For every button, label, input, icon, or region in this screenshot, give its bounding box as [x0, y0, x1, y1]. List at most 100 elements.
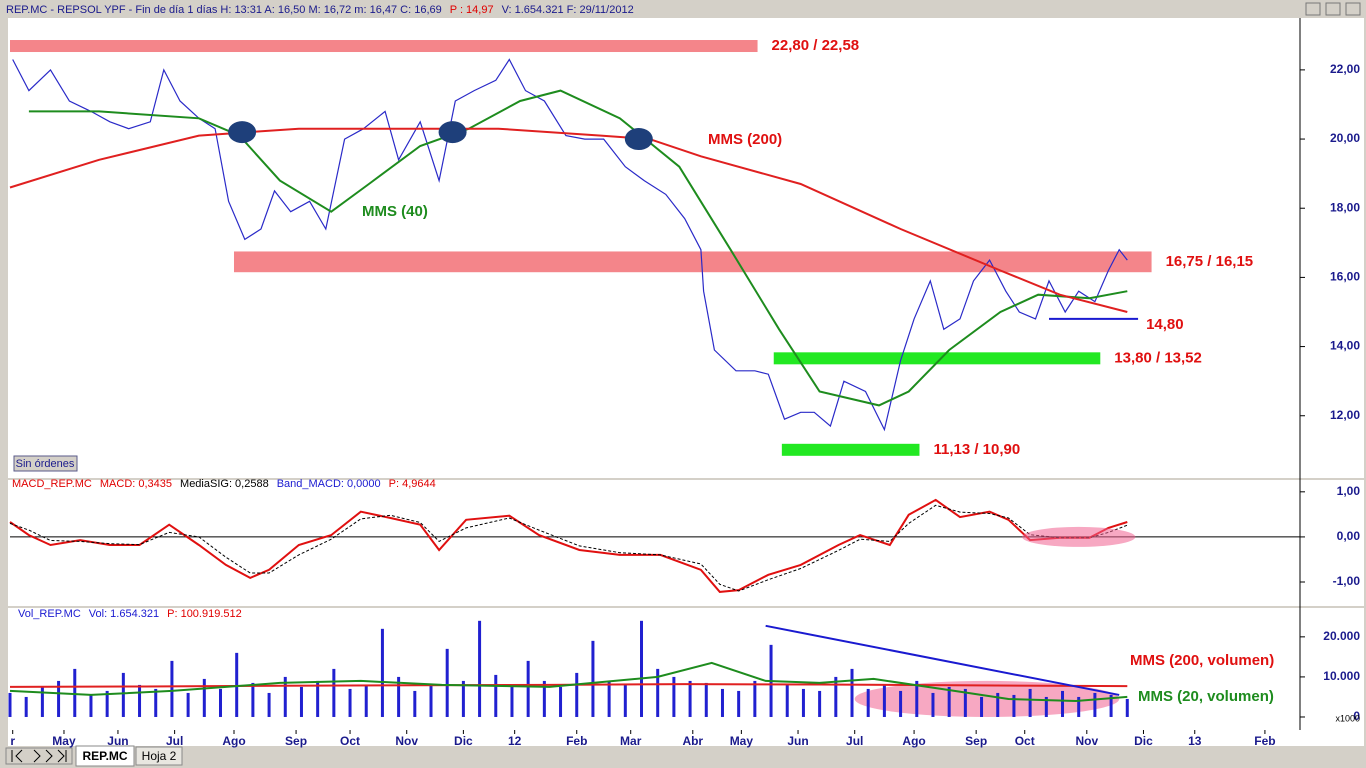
- x-tick-label: Ago: [222, 734, 245, 748]
- series-line: [9, 504, 1128, 592]
- macd-header: MACD_REP.MC MACD: 0,3435 MediaSIG: 0,258…: [12, 478, 436, 490]
- series-label: MMS (20, volumen): [1138, 688, 1274, 705]
- volume-bar: [834, 676, 838, 717]
- y-tick-label: 0: [1353, 709, 1360, 723]
- x-tick-label: 12: [508, 734, 522, 748]
- volume-bar: [656, 668, 660, 717]
- x-tick-label: Mar: [620, 734, 642, 748]
- volume-header: Vol_REP.MC Vol: 1.654.321 P: 100.919.512: [18, 608, 242, 620]
- window-buttons[interactable]: [1305, 2, 1361, 16]
- macd-signal: MediaSIG: 0,2588: [180, 478, 269, 490]
- x-tick-label: Jun: [107, 734, 128, 748]
- volume-bar: [672, 676, 676, 717]
- volume-bar: [575, 672, 579, 717]
- zone-label: 22,80 / 22,58: [772, 37, 860, 54]
- max-button[interactable]: [1325, 2, 1341, 16]
- volume-bar: [332, 668, 336, 717]
- volume-bar: [980, 696, 984, 717]
- volume-bar: [1061, 690, 1065, 717]
- nav-buttons[interactable]: [5, 747, 73, 765]
- y-tick-label: 10.000: [1323, 669, 1360, 683]
- volume-bar: [899, 690, 903, 717]
- volume-p: P: 100.919.512: [167, 608, 242, 620]
- x-tick-label: r: [10, 734, 15, 748]
- volume-bar: [640, 620, 644, 717]
- tab-label[interactable]: Hoja 2: [142, 749, 177, 763]
- crossing-marker: [228, 121, 257, 144]
- sheet-nav[interactable]: [5, 747, 73, 765]
- title-text: REP.MC - REPSOL YPF - Fin de día 1 días …: [6, 4, 442, 16]
- title-tail: V: 1.654.321 F: 29/11/2012: [501, 4, 634, 16]
- volume-bar: [850, 668, 854, 717]
- volume-bar: [413, 690, 417, 717]
- volume-bar: [348, 688, 352, 717]
- x-tick-label: Feb: [1254, 734, 1275, 748]
- volume-value: Vol: 1.654.321: [88, 608, 160, 620]
- volume-bar: [89, 694, 93, 717]
- orders-button[interactable]: [13, 455, 78, 472]
- volume-bar: [154, 688, 158, 717]
- volume-bar: [40, 686, 44, 717]
- zone: [10, 40, 758, 53]
- x-tick-label: Sep: [285, 734, 307, 748]
- unit-label: x1000: [1335, 713, 1360, 723]
- tab-label[interactable]: REP.MC: [82, 749, 127, 763]
- volume-bar: [542, 680, 546, 717]
- volume-bar: [267, 692, 271, 717]
- volume-bar: [316, 680, 320, 717]
- window-title: REP.MC - REPSOL YPF - Fin de día 1 días …: [6, 4, 634, 16]
- min-button[interactable]: [1305, 2, 1321, 16]
- zone-label: 16,75 / 16,15: [1166, 253, 1254, 270]
- x-tick-label: Ago: [902, 734, 925, 748]
- nav-arrows: [11, 749, 67, 763]
- volume-bar: [526, 660, 530, 717]
- x-tick-label: May: [730, 734, 754, 748]
- volume-bar: [753, 680, 757, 717]
- y-tick-label: 16,00: [1330, 270, 1360, 284]
- x-tick-label: Sep: [965, 734, 987, 748]
- volume-bar: [866, 688, 870, 717]
- volume-bar: [720, 688, 724, 717]
- title-p: P : 14,97: [449, 4, 494, 16]
- x-tick-label: Nov: [1075, 734, 1098, 748]
- volume-bar: [299, 686, 303, 717]
- volume-scale: [1300, 608, 1364, 730]
- series-label: MMS (200): [708, 131, 782, 148]
- support-label: 14,80: [1146, 316, 1184, 333]
- series-label: MMS (200, volumen): [1130, 652, 1274, 669]
- volume-bar: [607, 680, 611, 717]
- tab[interactable]: [135, 746, 183, 766]
- volume-bar: [1093, 692, 1097, 717]
- macd-band: Band_MACD: 0,0000: [276, 478, 381, 490]
- tab[interactable]: [75, 745, 135, 767]
- volume-bar: [202, 678, 206, 717]
- volume-bar: [510, 684, 514, 717]
- highlight: [854, 680, 1120, 717]
- volume-bar: [1109, 694, 1113, 717]
- y-tick-label: 1,00: [1337, 484, 1361, 498]
- volume-bar: [397, 676, 401, 717]
- x-tick-label: Jun: [787, 734, 808, 748]
- crossing-marker: [438, 121, 467, 144]
- y-tick-label: 20.000: [1323, 629, 1360, 643]
- volume-bar: [947, 686, 951, 717]
- x-tick-label: Abr: [682, 734, 703, 748]
- close-button[interactable]: [1345, 2, 1361, 16]
- volume-bar: [494, 674, 498, 717]
- volume-bar: [1012, 694, 1016, 717]
- volume-bar: [1028, 688, 1032, 717]
- volume-bar: [73, 668, 77, 717]
- macd-name: MACD_REP.MC: [12, 478, 92, 490]
- crossing-marker: [624, 128, 653, 151]
- orders-button-label[interactable]: Sin órdenes: [16, 458, 75, 470]
- y-tick-label: 18,00: [1330, 200, 1360, 214]
- series-line: [28, 89, 1128, 407]
- volume-bar: [186, 692, 190, 717]
- volume-bar: [24, 696, 28, 717]
- volume-bar: [996, 692, 1000, 717]
- volume-bar: [818, 690, 822, 717]
- volume-bar: [801, 688, 805, 717]
- volume-bar: [105, 690, 109, 717]
- trend-line: [765, 624, 1120, 696]
- volume-bar: [591, 640, 595, 717]
